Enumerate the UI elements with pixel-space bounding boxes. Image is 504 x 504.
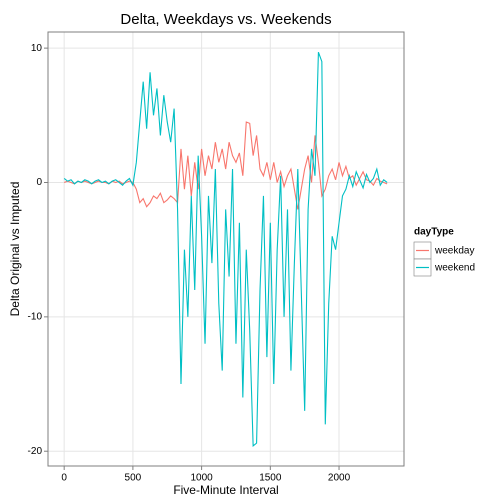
x-axis-label: Five-Minute Interval: [173, 483, 278, 497]
chart-title: Delta, Weekdays vs. Weekends: [120, 11, 331, 28]
x-tick-label: 2000: [328, 473, 351, 484]
legend-label: weekday: [434, 246, 474, 257]
y-axis-label: Delta Original vs Imputed: [8, 182, 22, 317]
line-series: [63, 51, 388, 447]
panel-border: [47, 31, 405, 467]
y-tick-label: 10: [31, 43, 43, 54]
legend-label: weekend: [434, 263, 475, 274]
x-tick-label: 1500: [259, 473, 282, 484]
y-tick-label: -20: [28, 446, 43, 457]
legend-title: dayType: [414, 227, 454, 238]
plot-background: [48, 32, 404, 466]
x-tick-label: 500: [125, 473, 142, 484]
y-tick-label: -10: [28, 311, 43, 322]
x-tick-label: 1000: [190, 473, 213, 484]
x-tick-label: 0: [61, 473, 67, 484]
y-tick-label: 0: [36, 177, 42, 188]
